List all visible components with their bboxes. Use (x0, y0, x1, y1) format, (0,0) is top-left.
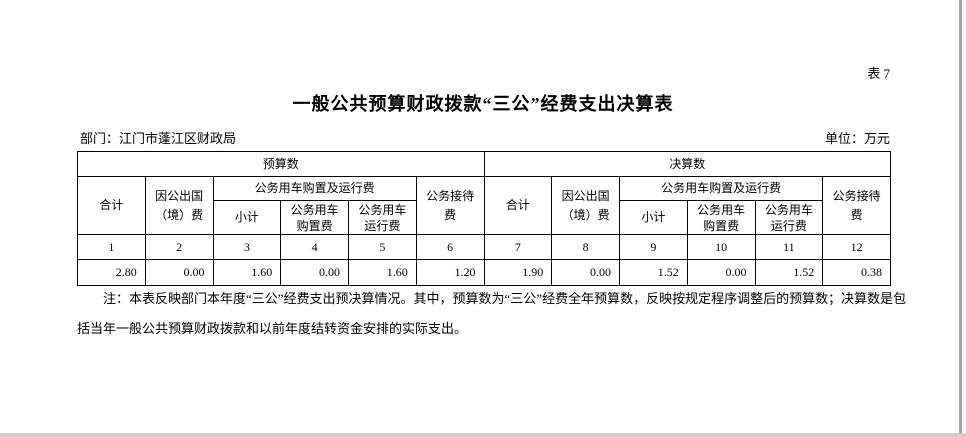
column-number: 7 (483, 234, 553, 260)
header-vehicle-purchase-final-line1: 公务用车 (697, 202, 746, 217)
value-cell-final-purchase: 0.00 (686, 259, 756, 286)
header-abroad-final-line2: （境）费 (561, 207, 610, 222)
header-abroad-budget-line1: 因公出国 (155, 188, 204, 203)
column-number: 3 (212, 234, 282, 260)
header-vehicle-purchase-final-line2: 购置费 (703, 218, 740, 233)
header-abroad-budget: 因公出国 （境）费 (144, 176, 214, 235)
header-vehicle-operation-final-line1: 公务用车 (764, 202, 813, 217)
header-subtotal-budget: 小计 (212, 200, 282, 235)
header-reception-budget-line2: 费 (444, 207, 457, 222)
footnote-line1: 注：本表反映部门本年度“三公”经费支出预决算情况。其中，预算数为“三公”经费全年… (103, 291, 907, 306)
section-header-final: 决算数 (483, 151, 891, 177)
value-cell-final-reception: 0.38 (822, 259, 891, 286)
column-number: 10 (686, 234, 756, 260)
header-reception-final: 公务接待 费 (822, 176, 891, 235)
header-reception-final-line2: 费 (850, 207, 863, 222)
value-cell-budget-total: 2.80 (77, 259, 146, 286)
three-public-expense-table: 预算数 决算数 合计 因公出国 （境）费 公务用车购置及运行费 公务接待 费 合… (77, 151, 891, 286)
column-header-row-sub: 小计 公务用车 购置费 公务用车 运行费 小计 公务用车 购置费 公务用车 运行… (78, 200, 891, 235)
window-right-edge-line (959, 0, 962, 436)
column-number: 11 (754, 234, 824, 260)
value-cell-budget-abroad: 0.00 (144, 259, 214, 286)
column-number: 4 (280, 234, 349, 260)
value-cell-final-operation: 1.52 (754, 259, 824, 286)
meta-row: 部门：江门市蓬江区财政局 单位：万元 (80, 131, 890, 147)
value-cell-final-abroad: 0.00 (551, 259, 620, 286)
header-vehicle-purchase-budget: 公务用车 购置费 (280, 200, 349, 235)
value-cell-budget-reception: 1.20 (415, 259, 485, 286)
value-cell-budget-operation: 1.60 (348, 259, 417, 286)
header-abroad-final: 因公出国 （境）费 (551, 176, 620, 235)
header-vehicle-group-final: 公务用车购置及运行费 (618, 176, 824, 201)
value-cell-budget-subtotal: 1.60 (212, 259, 282, 286)
section-header-row: 预算数 决算数 (77, 151, 891, 177)
header-reception-budget-line1: 公务接待 (426, 188, 475, 203)
header-vehicle-operation-budget-line1: 公务用车 (358, 202, 407, 217)
header-total-final: 合计 (483, 176, 553, 235)
header-vehicle-purchase-budget-line1: 公务用车 (290, 202, 339, 217)
header-vehicle-purchase-budget-line2: 购置费 (296, 218, 333, 233)
header-vehicle-purchase-final: 公务用车 购置费 (686, 200, 756, 235)
sheet-number-label: 表 7 (867, 66, 890, 81)
header-vehicle-operation-budget-line2: 运行费 (364, 218, 401, 233)
column-number: 5 (348, 234, 417, 260)
column-number: 2 (144, 234, 214, 260)
column-header-row-top: 合计 因公出国 （境）费 公务用车购置及运行费 公务接待 费 合计 因公出国 （… (77, 176, 891, 235)
header-reception-budget: 公务接待 费 (415, 176, 485, 235)
section-header-budget: 预算数 (77, 151, 485, 177)
column-number: 8 (551, 234, 620, 260)
column-number: 1 (77, 234, 146, 260)
header-reception-final-line1: 公务接待 (832, 188, 881, 203)
footnote: 注：本表反映部门本年度“三公”经费支出预决算情况。其中，预算数为“三公”经费全年… (77, 286, 907, 342)
department-label: 部门：江门市蓬江区财政局 (80, 131, 237, 146)
column-number: 12 (822, 234, 891, 260)
footnote-line2: 括当年一般公共预算财政拨款和以前年度结转资金安排的实际支出。 (77, 321, 468, 336)
header-total-budget: 合计 (77, 176, 146, 235)
value-row: 2.80 0.00 1.60 0.00 1.60 1.20 1.90 0.00 … (77, 259, 891, 286)
header-abroad-budget-line2: （境）费 (155, 207, 204, 222)
unit-label: 单位：万元 (824, 131, 890, 146)
column-number: 9 (619, 234, 688, 260)
header-vehicle-group-budget: 公务用车购置及运行费 (212, 176, 417, 201)
header-vehicle-operation-final: 公务用车 运行费 (754, 200, 824, 235)
header-subtotal-final: 小计 (619, 200, 688, 235)
column-number-row: 1 2 3 4 5 6 7 8 9 10 11 12 (77, 234, 891, 260)
header-abroad-final-line1: 因公出国 (561, 188, 610, 203)
column-number: 6 (415, 234, 485, 260)
window-bottom-edge-line (0, 433, 966, 436)
value-cell-final-subtotal: 1.52 (619, 259, 688, 286)
page-title: 一般公共预算财政拨款“三公”经费支出决算表 (292, 94, 674, 114)
header-vehicle-operation-budget: 公务用车 运行费 (348, 200, 417, 235)
header-vehicle-operation-final-line2: 运行费 (770, 218, 807, 233)
value-cell-final-total: 1.90 (483, 259, 553, 286)
value-cell-budget-purchase: 0.00 (280, 259, 349, 286)
